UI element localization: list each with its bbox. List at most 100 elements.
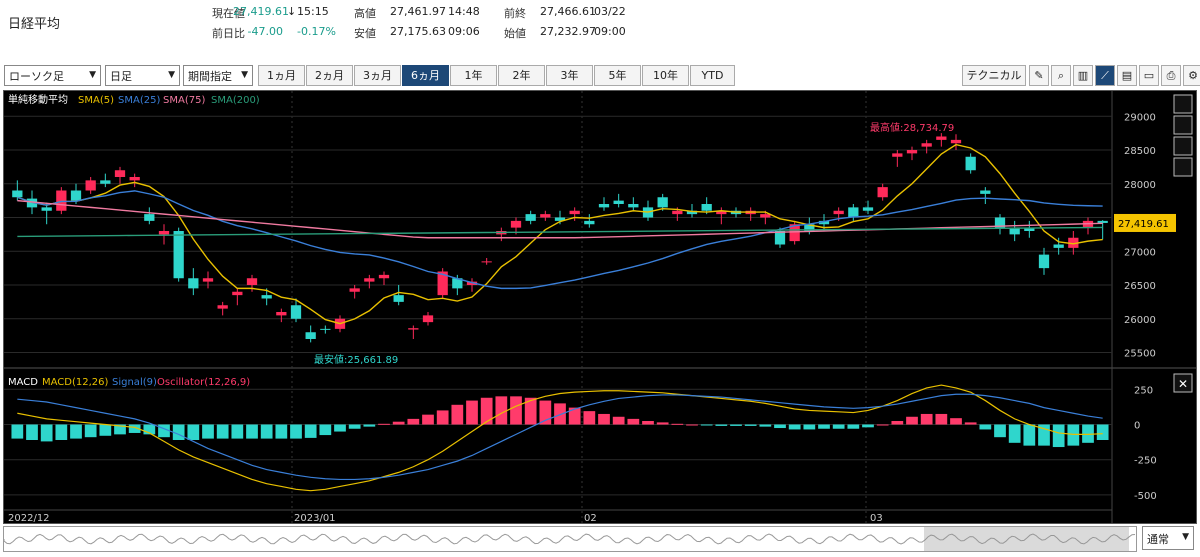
pencil-icon[interactable]: ✎ bbox=[1029, 65, 1049, 86]
candle-up bbox=[437, 271, 448, 296]
candle-down bbox=[188, 278, 199, 289]
lock-icon[interactable] bbox=[1173, 115, 1193, 135]
period-button-2[interactable]: 3ヵ月 bbox=[354, 65, 401, 86]
macd-legend-1: Signal(9) bbox=[112, 377, 157, 388]
period-button-0[interactable]: 1ヵ月 bbox=[258, 65, 305, 86]
oscillator-bar bbox=[788, 424, 801, 430]
candle-up bbox=[540, 214, 551, 218]
folder-icon[interactable]: ▭ bbox=[1139, 65, 1159, 86]
oscillator-bar bbox=[260, 424, 273, 439]
candle-up bbox=[422, 315, 434, 323]
chart-area[interactable]: 2900028500280002750027000265002600025500… bbox=[3, 90, 1197, 524]
oscillator-bar bbox=[304, 424, 317, 438]
candle-up bbox=[349, 288, 360, 292]
line-chart-icon[interactable]: ⟋ bbox=[1095, 65, 1115, 86]
print-icon[interactable]: ⎙ bbox=[1161, 65, 1181, 86]
sma-legend-2: SMA(75) bbox=[163, 95, 205, 106]
period-button-1[interactable]: 2ヵ月 bbox=[306, 65, 353, 86]
price-tick-label: 25500 bbox=[1124, 349, 1156, 360]
oscillator-bar bbox=[26, 424, 38, 440]
navigator-window[interactable] bbox=[924, 527, 1129, 551]
macd-line-1 bbox=[17, 393, 1103, 481]
candle-up bbox=[129, 177, 140, 181]
oscillator-bar bbox=[11, 424, 24, 439]
candle-down bbox=[818, 220, 830, 225]
close-icon[interactable] bbox=[1173, 373, 1193, 393]
oscillator-bar bbox=[1023, 424, 1036, 446]
period-button-3[interactable]: 6ヵ月 bbox=[402, 65, 449, 86]
oscillator-bar bbox=[187, 424, 200, 440]
chart-type-select[interactable]: ローソク足 ▼ bbox=[4, 65, 101, 86]
open-label: 始値 bbox=[504, 27, 526, 40]
save-icon[interactable]: ▤ bbox=[1117, 65, 1137, 86]
current-label: 現在値 bbox=[212, 7, 245, 20]
navigator[interactable] bbox=[3, 526, 1137, 552]
candle-up bbox=[892, 153, 903, 157]
oscillator-bar bbox=[55, 424, 68, 440]
macd-tick-label: 0 bbox=[1134, 421, 1140, 432]
oscillator-bar bbox=[172, 424, 185, 440]
zoom-icon[interactable]: ⌕ bbox=[1051, 65, 1071, 86]
volume-icon[interactable]: ▥ bbox=[1073, 65, 1093, 86]
range-select[interactable]: 期間指定 ▼ bbox=[183, 65, 253, 86]
interval-select[interactable]: 日足 ▼ bbox=[105, 65, 180, 86]
oscillator-bar bbox=[832, 424, 845, 429]
candle-down bbox=[100, 180, 111, 184]
change-value: -47.00 bbox=[247, 25, 283, 38]
oscillator-bar bbox=[818, 424, 830, 429]
oscillator-bar bbox=[964, 422, 977, 425]
price-legend-title: 単純移動平均 bbox=[8, 93, 68, 106]
candle-down bbox=[994, 217, 1006, 228]
quote-header: 日経平均 現在値 27,419.61 ↓ 15:15 前日比 -47.00 -0… bbox=[0, 0, 1200, 58]
redo-icon[interactable] bbox=[1173, 157, 1193, 177]
candle-down bbox=[393, 295, 404, 302]
oscillator-bar bbox=[935, 413, 948, 425]
undo-icon[interactable] bbox=[1173, 136, 1193, 156]
oscillator-bar bbox=[730, 424, 742, 426]
low-annotation: 最安値:25,661.89 bbox=[314, 353, 398, 366]
prev-close-date: 03/22 bbox=[594, 5, 626, 18]
period-button-9[interactable]: YTD bbox=[690, 65, 735, 86]
oscillator-bar bbox=[216, 424, 229, 439]
candle-down bbox=[1053, 244, 1064, 248]
oscillator-bar bbox=[891, 420, 904, 425]
candle-down bbox=[1038, 254, 1050, 269]
chart-svg[interactable]: 2900028500280002750027000265002600025500… bbox=[4, 91, 1196, 524]
zoom-out-icon[interactable] bbox=[1173, 94, 1193, 114]
oscillator-bar bbox=[686, 424, 698, 426]
candle-down bbox=[701, 204, 712, 211]
oscillator-bar bbox=[950, 418, 962, 425]
oscillator-bar bbox=[715, 424, 728, 426]
technical-button[interactable]: テクニカル bbox=[962, 65, 1026, 86]
period-button-7[interactable]: 5年 bbox=[594, 65, 641, 86]
last-price-label: 27,419.61 bbox=[1118, 219, 1169, 230]
oscillator-bar bbox=[803, 424, 816, 430]
oscillator-bar bbox=[1067, 424, 1080, 446]
x-axis-label: 2022/12 bbox=[8, 513, 50, 523]
oscillator-bar bbox=[862, 424, 874, 428]
high-value: 27,461.97 bbox=[390, 5, 446, 18]
period-button-4[interactable]: 1年 bbox=[450, 65, 497, 86]
candle-up bbox=[760, 214, 771, 218]
chevron-down-icon: ▼ bbox=[241, 70, 248, 80]
oscillator-bar bbox=[598, 413, 610, 425]
down-arrow-icon: ↓ bbox=[287, 5, 297, 18]
candle-down bbox=[804, 224, 815, 231]
settings-icon[interactable]: ⚙ bbox=[1183, 65, 1200, 86]
candle-up bbox=[408, 328, 419, 330]
period-button-8[interactable]: 10年 bbox=[642, 65, 689, 86]
price-tick-label: 26500 bbox=[1124, 281, 1156, 292]
candle-down bbox=[965, 156, 976, 171]
candle-up bbox=[378, 274, 390, 279]
candle-down bbox=[613, 200, 624, 204]
navigator-svg[interactable] bbox=[3, 527, 1136, 551]
candle-up bbox=[672, 210, 683, 215]
oscillator-bar bbox=[143, 424, 156, 435]
period-button-6[interactable]: 3年 bbox=[546, 65, 593, 86]
candle-up bbox=[716, 210, 727, 215]
candle-up bbox=[85, 180, 96, 191]
period-button-5[interactable]: 2年 bbox=[498, 65, 545, 86]
oscillator-bar bbox=[847, 424, 860, 429]
candle-down bbox=[70, 190, 82, 201]
scale-select[interactable]: 通常 ▼ bbox=[1142, 526, 1194, 550]
